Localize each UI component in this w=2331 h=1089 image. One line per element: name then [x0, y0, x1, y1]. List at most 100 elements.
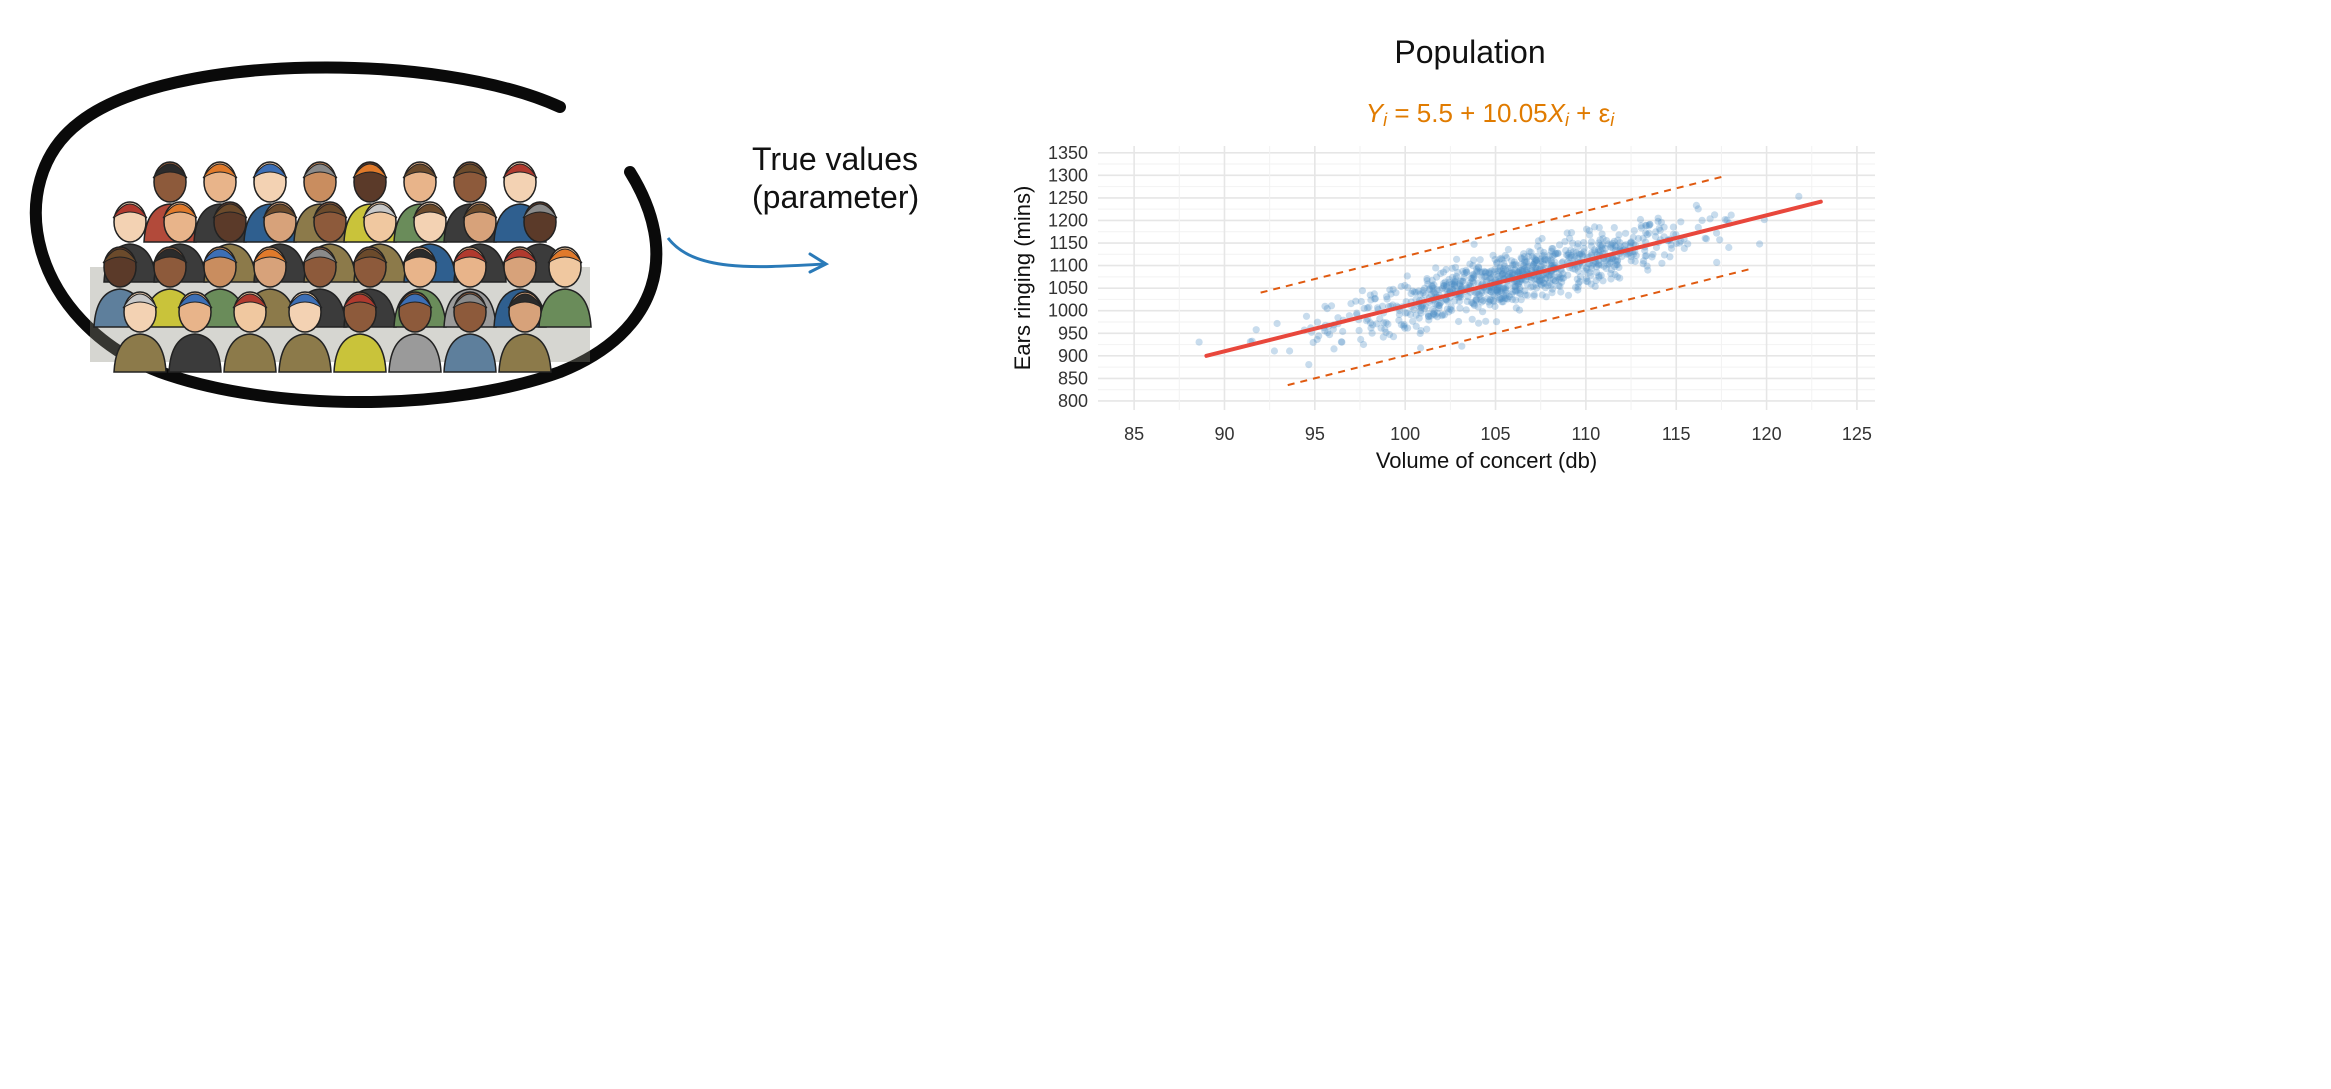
- scatter-point: [1373, 304, 1382, 312]
- scatter-point: [1533, 284, 1541, 292]
- scatter-point: [1315, 332, 1323, 340]
- scatter-point: [1513, 287, 1521, 295]
- scatter-point: [1599, 277, 1607, 285]
- scatter-point: [1574, 240, 1582, 248]
- scatter-point: [1439, 279, 1448, 288]
- scatter-point: [1489, 296, 1497, 304]
- scatter-point: [1548, 285, 1557, 293]
- scatter-point: [1649, 250, 1657, 258]
- scatter-point: [1502, 295, 1510, 303]
- scatter-point: [1504, 245, 1512, 254]
- scatter-point: [1677, 218, 1685, 226]
- scatter-point: [1428, 281, 1436, 289]
- scatter-point: [1511, 282, 1519, 290]
- scatter-point: [1517, 277, 1525, 286]
- scatter-point: [1443, 305, 1451, 313]
- scatter-point: [1455, 297, 1463, 306]
- scatter-point: [1721, 216, 1729, 224]
- scatter-point: [1486, 301, 1494, 309]
- person-figure: [223, 291, 277, 373]
- scatter-point: [1403, 309, 1411, 317]
- scatter-point: [1489, 291, 1497, 299]
- scatter-point: [1547, 247, 1556, 255]
- scatter-point: [1429, 310, 1438, 318]
- scatter-point: [1669, 223, 1677, 231]
- scatter-point: [1586, 231, 1594, 239]
- scatter-point: [1384, 320, 1392, 328]
- scatter-point: [1574, 243, 1582, 251]
- eq-y: Y: [1365, 98, 1384, 128]
- scatter-point: [1362, 317, 1371, 325]
- scatter-point: [1492, 318, 1501, 326]
- scatter-point: [1652, 228, 1660, 236]
- scatter-point: [1642, 229, 1650, 237]
- scatter-point: [1713, 258, 1721, 266]
- scatter-point: [1387, 290, 1395, 298]
- scatter-point: [1727, 211, 1735, 219]
- scatter-point: [1339, 327, 1347, 336]
- scatter-point: [1455, 294, 1463, 302]
- scatter-point: [1544, 281, 1552, 289]
- scatter-point: [1598, 245, 1606, 253]
- scatter-point: [1607, 241, 1615, 249]
- scatter-point: [1571, 265, 1579, 273]
- scatter-point: [1451, 278, 1459, 286]
- scatter-point: [1484, 286, 1492, 294]
- scatter-point: [1435, 301, 1443, 309]
- scatter-point: [1612, 261, 1620, 269]
- scatter-point: [1561, 238, 1569, 246]
- scatter-point: [1552, 249, 1560, 257]
- scatter-point: [1534, 237, 1542, 245]
- scatter-point: [1602, 256, 1610, 264]
- scatter-point: [1498, 294, 1506, 303]
- scatter-point: [1415, 287, 1423, 295]
- scatter-point: [1656, 226, 1664, 234]
- scatter-point: [1439, 311, 1447, 319]
- scatter-point: [1416, 307, 1425, 315]
- scatter-point: [1660, 223, 1668, 231]
- scatter-point: [1489, 251, 1497, 259]
- y-tick-label: 850: [1058, 368, 1088, 388]
- scatter-point: [1567, 229, 1576, 237]
- scatter-point: [1435, 302, 1443, 310]
- scatter-point: [1587, 242, 1595, 250]
- scatter-point: [1627, 257, 1635, 265]
- scatter-point: [1567, 253, 1575, 261]
- scatter-point: [1483, 295, 1491, 303]
- scatter-point: [1604, 240, 1612, 248]
- scatter-point: [1535, 276, 1544, 284]
- regression-equation: Yi = 5.5 + 10.05Xi + εi: [1300, 98, 1680, 131]
- scatter-point: [1428, 282, 1436, 290]
- scatter-point: [1531, 275, 1539, 283]
- scatter-point: [1411, 288, 1419, 296]
- scatter-point: [1451, 263, 1460, 271]
- scatter-point: [1577, 250, 1585, 258]
- scatter-point: [1607, 275, 1615, 283]
- label-true-values: True values: [752, 141, 918, 177]
- scatter-point: [1485, 268, 1493, 276]
- scatter-point: [1622, 241, 1630, 249]
- scatter-point: [1313, 335, 1321, 344]
- scatter-point: [1382, 319, 1390, 327]
- scatter-point: [1499, 269, 1508, 277]
- person-figure: [278, 291, 332, 373]
- scatter-point: [1474, 267, 1482, 275]
- scatter-point: [1622, 229, 1630, 237]
- scatter-point: [1540, 248, 1548, 257]
- scatter-point: [1338, 338, 1346, 346]
- scatter-point: [1666, 253, 1674, 261]
- scatter-point: [1491, 255, 1499, 264]
- scatter-point: [1677, 237, 1685, 245]
- scatter-point: [1537, 257, 1545, 265]
- scatter-point: [1531, 256, 1539, 264]
- scatter-point: [1716, 236, 1724, 244]
- scatter-point: [1472, 268, 1481, 276]
- scatter-point: [1469, 274, 1478, 282]
- scatter-point: [1646, 220, 1654, 228]
- scatter-point: [1542, 274, 1550, 282]
- scatter-point: [1609, 239, 1617, 247]
- x-tick-label: 125: [1842, 424, 1872, 444]
- scatter-point: [1302, 312, 1311, 320]
- scatter-point: [1493, 259, 1501, 267]
- scatter-point: [1406, 311, 1415, 319]
